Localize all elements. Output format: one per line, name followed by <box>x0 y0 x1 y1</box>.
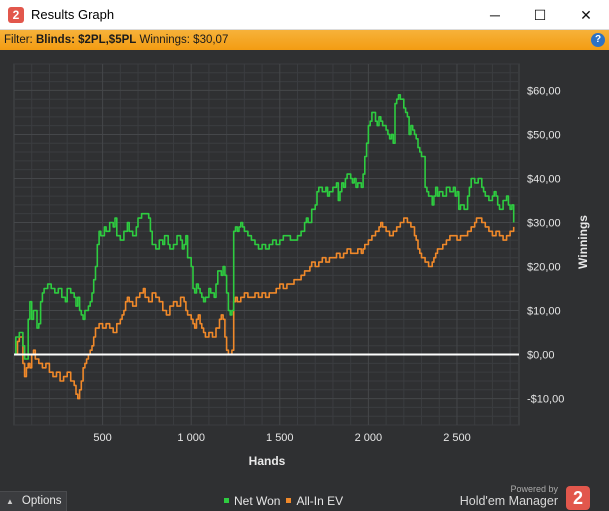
x-tick-label: 500 <box>93 432 111 444</box>
minimize-button[interactable]: ─ <box>490 7 500 23</box>
y-axis-label: Winnings <box>576 215 590 269</box>
close-button[interactable]: ✕ <box>580 7 592 23</box>
filter-prefix: Filter: <box>4 34 36 46</box>
options-button[interactable]: ▲ Options <box>0 491 67 511</box>
maximize-button[interactable]: ☐ <box>533 7 547 23</box>
powered-by-text: Powered by <box>510 484 558 494</box>
results-chart: -$10,00 $0,00 $10,00 $20,00 $30,00 $40,00 $50,… <box>13 63 590 468</box>
title-bar: 2 Results Graph ─ ☐ ✕ <box>0 0 609 30</box>
legend-item[interactable]: Net Won <box>224 494 280 508</box>
brand-logo-icon: 2 <box>566 486 590 510</box>
window-title: Results Graph <box>31 7 115 22</box>
filter-blinds: Blinds: $2PL,$5PL <box>35 34 137 46</box>
legend-swatch <box>224 498 229 503</box>
series-line-all-in-ev <box>14 217 515 400</box>
brand-block: Powered by Hold'em Manager 2 <box>460 484 600 510</box>
x-axis: 500 1 000 1 500 2 000 2 500 <box>93 432 470 444</box>
y-axis: -$10,00 $0,00 $10,00 $20,00 $30,00 $40,00 $50,… <box>527 85 564 405</box>
brand-name: Hold'em Manager <box>459 494 558 508</box>
y-tick-label: $10,00 <box>527 306 561 318</box>
series-line-net-won <box>14 94 515 360</box>
x-tick-label: 1 500 <box>266 432 294 444</box>
y-tick-label: -$10,00 <box>527 394 564 406</box>
filter-bar[interactable]: Filter: Blinds: $2PL,$5PL Winnings: $30,… <box>0 30 609 50</box>
x-tick-label: 2 500 <box>443 432 471 444</box>
y-tick-label: $40,00 <box>527 173 561 185</box>
y-tick-label: $0,00 <box>527 350 555 362</box>
y-tick-label: $60,00 <box>527 85 561 97</box>
legend-label: All-In EV <box>296 494 344 508</box>
x-tick-label: 2 000 <box>355 432 383 444</box>
filter-winnings: Winnings: $30,07 <box>136 34 229 46</box>
help-icon[interactable]: ? <box>591 33 605 47</box>
y-tick-label: $30,00 <box>527 217 561 229</box>
y-tick-label: $50,00 <box>527 129 561 141</box>
legend-swatch <box>286 498 292 503</box>
chart-legend: Net Won All-In EV <box>224 494 349 508</box>
chart-series <box>14 94 519 400</box>
bottom-bar: ▲ Options Net Won All-In EV Powered by Hol… <box>0 484 609 511</box>
legend-label: Net Won <box>234 494 281 508</box>
x-tick-label: 1 000 <box>177 432 205 444</box>
caret-up-icon: ▲ <box>6 497 14 506</box>
x-axis-label: Hands <box>249 454 286 468</box>
legend-item[interactable]: All-In EV <box>286 494 343 508</box>
options-label: Options <box>21 495 62 507</box>
y-tick-label: $20,00 <box>527 262 561 274</box>
app-logo-icon: 2 <box>8 7 24 23</box>
